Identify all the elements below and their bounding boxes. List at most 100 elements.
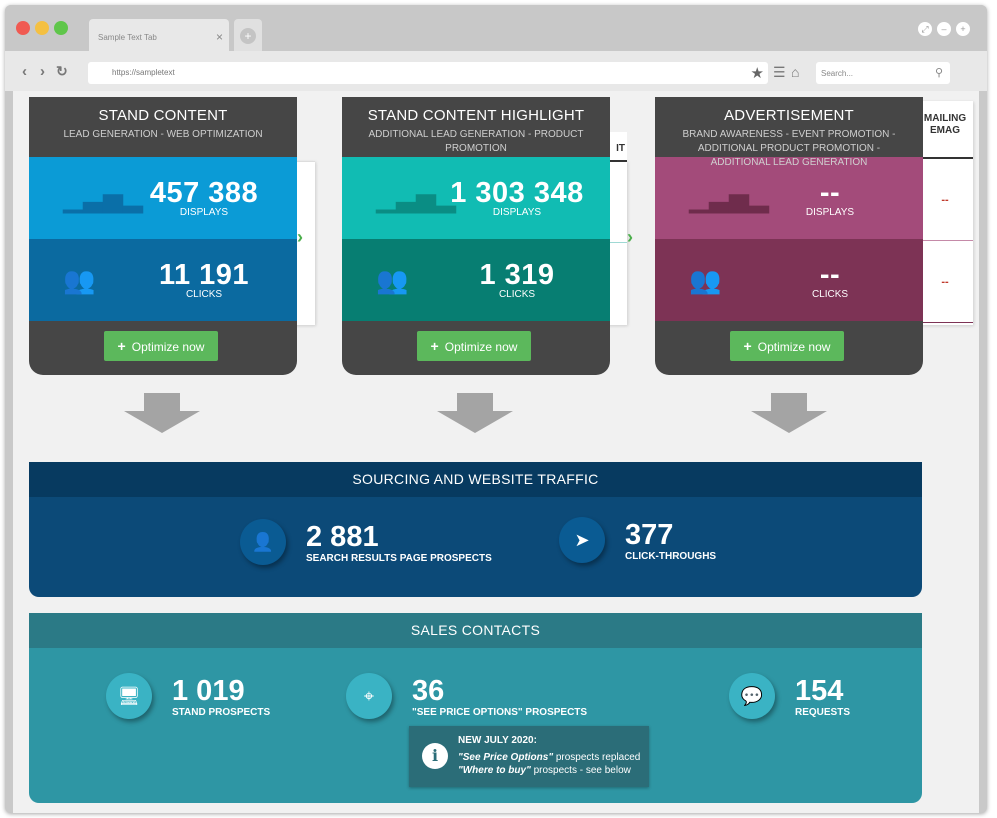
info-icon: i (422, 743, 448, 769)
displays-band: ▁▃▅▂ 457 388 DISPLAYS (29, 157, 297, 239)
note-line-2-text: prospects - see below (530, 765, 631, 776)
home-icon[interactable]: ⌂ (791, 64, 800, 80)
mailing-header-line1: MAILING (923, 113, 967, 124)
tab-title: Sample Text Tab (98, 33, 157, 42)
note-line-2-emphasis: "Where to buy" (458, 765, 531, 776)
sales-title: SALES CONTACTS (29, 613, 922, 648)
requests-value: 154 (795, 675, 844, 707)
sourcing-section: SOURCING AND WEBSITE TRAFFIC 👤 2 881 SEA… (29, 462, 922, 597)
users-icon: 👥 (63, 265, 96, 295)
search-icon[interactable]: ⚲ (934, 67, 943, 79)
mailing-header: MAILING EMAG (917, 101, 973, 159)
mailing-displays-value: -- (917, 159, 973, 241)
info-note: i NEW JULY 2020: "See Price Options" pro… (409, 726, 649, 787)
forward-icon[interactable]: › (40, 63, 45, 80)
chevron-right-icon[interactable]: › (297, 227, 303, 247)
minimize-icon[interactable]: – (937, 22, 951, 36)
optimize-now-label: Optimize now (444, 340, 518, 354)
add-icon[interactable]: + (956, 22, 970, 36)
plus-icon: + (240, 28, 256, 44)
stand-content-card: STAND CONTENT LEAD GENERATION - WEB OPTI… (29, 97, 297, 375)
down-arrow-icon (124, 393, 200, 433)
clicks-band: 👥 11 191 CLICKS (29, 239, 297, 321)
monitor-icon: 🖥 (106, 673, 152, 719)
clicks-band: 👥 -- CLICKS (655, 239, 923, 321)
target-icon: ⌖ (346, 673, 392, 719)
search-input[interactable]: Search... ⚲ (816, 62, 950, 84)
clicks-value: 1 319 (479, 259, 555, 291)
mailing-header-line2: EMAG (930, 125, 960, 136)
card-header: ADVERTISEMENT BRAND AWARENESS - EVENT PR… (655, 97, 923, 168)
sourcing-title: SOURCING AND WEBSITE TRAFFIC (29, 462, 922, 497)
card-title: STAND CONTENT (98, 107, 228, 124)
bar-chart-icon: ▁▃▅▂ (376, 183, 456, 213)
cursor-icon: ➤ (559, 517, 605, 563)
browser-window: Sample Text Tab × + ⤢ – + ‹ › ↻ https://… (5, 5, 987, 813)
bar-chart-icon: ▁▃▅▂ (63, 183, 143, 213)
tab-close-icon[interactable]: × (215, 30, 223, 44)
tab-bar: Sample Text Tab × + ⤢ – + (5, 5, 987, 51)
optimize-now-button[interactable]: + Optimize now (104, 331, 218, 361)
note-title: NEW JULY 2020: (458, 735, 537, 746)
address-bar[interactable]: https://sampletext ★ (88, 62, 768, 84)
mailing-emag-column: MAILING EMAG -- -- (917, 101, 973, 325)
search-placeholder: Search... (821, 69, 854, 78)
restore-icon[interactable]: ⤢ (918, 22, 932, 36)
click-throughs-label: CLICK-THROUGHS (625, 551, 717, 562)
card-subtitle: LEAD GENERATION - WEB OPTIMIZATION (63, 129, 263, 140)
optimize-now-label: Optimize now (757, 340, 831, 354)
displays-band: ▁▃▅▂ -- DISPLAYS (655, 157, 923, 239)
page-content: › IT › MAILING EMAG -- -- STAND CONTENT … (13, 91, 979, 813)
zoom-window-button[interactable] (54, 21, 68, 35)
plus-icon: + (430, 338, 439, 354)
optimize-now-button[interactable]: + Optimize now (417, 331, 531, 361)
card-header: STAND CONTENT HIGHLIGHT ADDITIONAL LEAD … (342, 97, 610, 157)
close-window-button[interactable] (16, 21, 30, 35)
price-options-value: 36 (412, 675, 445, 707)
card-subtitle: ADDITIONAL LEAD GENERATION - PRODUCT PRO… (368, 129, 584, 154)
browser-tab[interactable]: Sample Text Tab × (89, 19, 229, 51)
note-line-2: "Where to buy" prospects - see below (458, 765, 631, 776)
displays-band: ▁▃▅▂ 1 303 348 DISPLAYS (342, 157, 610, 239)
clicks-label: CLICKS (498, 289, 536, 300)
displays-value: 457 388 (149, 177, 259, 209)
plus-icon: + (117, 338, 126, 354)
mailing-clicks-value: -- (917, 241, 973, 323)
optimize-now-label: Optimize now (131, 340, 205, 354)
plus-icon: + (743, 338, 752, 354)
minimize-window-button[interactable] (35, 21, 49, 35)
displays-label: DISPLAYS (492, 207, 542, 218)
card-title: STAND CONTENT HIGHLIGHT (367, 107, 585, 124)
users-icon: 👥 (689, 265, 722, 295)
displays-value: -- (819, 177, 841, 209)
bar-chart-icon: ▁▃▅▂ (689, 183, 769, 213)
optimize-now-button[interactable]: + Optimize now (730, 331, 844, 361)
displays-label: DISPLAYS (805, 207, 855, 218)
browser-toolbar: ‹ › ↻ https://sampletext ★ ☰ ⌂ Search...… (5, 51, 987, 91)
advertisement-card: ADVERTISEMENT BRAND AWARENESS - EVENT PR… (655, 97, 923, 375)
click-throughs-value: 377 (625, 519, 674, 551)
user-icon: 👤 (240, 519, 286, 565)
new-tab-button[interactable]: + (234, 19, 262, 51)
search-prospects-label: SEARCH RESULTS PAGE PROSPECTS (306, 553, 492, 564)
down-arrow-icon (751, 393, 827, 433)
card-header: STAND CONTENT LEAD GENERATION - WEB OPTI… (29, 97, 297, 157)
stand-prospects-label: STAND PROSPECTS (172, 707, 271, 718)
users-icon: 👥 (376, 265, 409, 295)
note-line-1-text: prospects replaced (553, 752, 641, 763)
menu-icon[interactable]: ☰ (773, 64, 786, 80)
clicks-label: CLICKS (185, 289, 223, 300)
chevron-right-icon[interactable]: › (627, 227, 633, 247)
back-icon[interactable]: ‹ (22, 63, 27, 80)
note-line-1: "See Price Options" prospects replaced (458, 752, 640, 763)
displays-label: DISPLAYS (179, 207, 229, 218)
star-icon[interactable]: ★ (750, 65, 764, 82)
sales-contacts-section: SALES CONTACTS 🖥 1 019 STAND PROSPECTS ⌖… (29, 613, 922, 803)
clicks-band: 👥 1 319 CLICKS (342, 239, 610, 321)
reload-icon[interactable]: ↻ (56, 63, 68, 79)
stand-content-highlight-card: STAND CONTENT HIGHLIGHT ADDITIONAL LEAD … (342, 97, 610, 375)
stand-prospects-value: 1 019 (172, 675, 245, 707)
partial-column-header-text: IT (616, 143, 625, 154)
search-prospects-value: 2 881 (306, 521, 379, 553)
clicks-label: CLICKS (811, 289, 849, 300)
